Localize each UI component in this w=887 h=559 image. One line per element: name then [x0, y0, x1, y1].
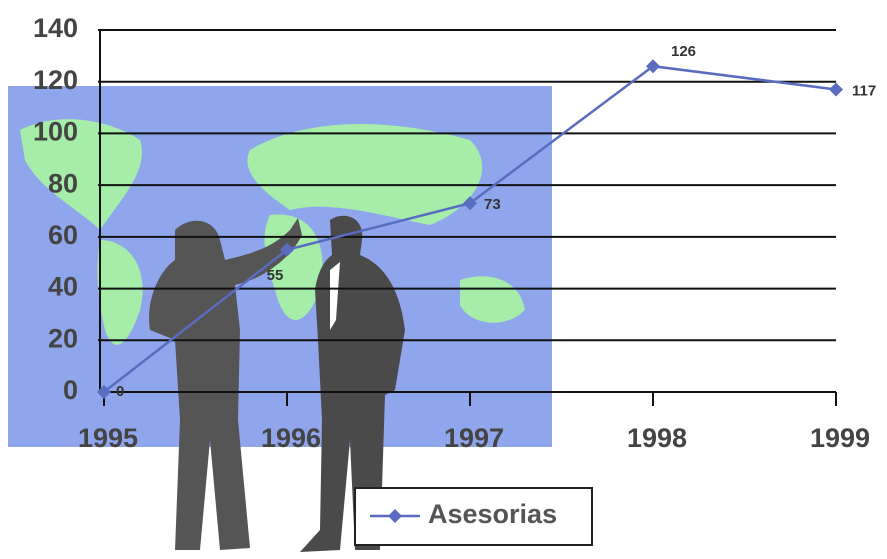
y-tick-label: 20 — [48, 323, 78, 353]
x-tick-label: 1997 — [444, 423, 504, 453]
data-label: 0 — [116, 383, 124, 400]
y-tick-label: 120 — [33, 65, 78, 95]
point — [829, 82, 843, 97]
y-tick-label: 140 — [33, 13, 78, 43]
legend-marker — [388, 509, 402, 523]
point — [97, 385, 111, 399]
continent — [247, 123, 483, 225]
silhouette — [300, 215, 405, 553]
shirt — [330, 262, 340, 330]
x-tick-label: 1998 — [627, 423, 687, 453]
continent — [20, 119, 142, 230]
background-picture — [8, 86, 552, 553]
y-tick-label: 40 — [48, 272, 78, 302]
data-label: 126 — [671, 43, 696, 60]
data-label: 55 — [267, 267, 284, 284]
data-label: 73 — [484, 196, 501, 213]
y-tick-label: 60 — [48, 220, 78, 250]
legend-label: Asesorias — [428, 499, 557, 529]
y-tick-label: 100 — [33, 117, 78, 147]
x-tick-label: 1999 — [810, 423, 870, 453]
x-tick-label: 1995 — [78, 423, 138, 453]
y-tick-label: 0 — [63, 375, 78, 405]
silhouette — [149, 218, 302, 550]
continent — [97, 240, 143, 345]
point — [463, 196, 477, 211]
data-label: 117 — [852, 82, 876, 99]
point — [646, 59, 660, 74]
y-tick-label: 80 — [48, 168, 78, 198]
point — [280, 242, 294, 257]
x-tick-label: 1996 — [261, 423, 321, 453]
